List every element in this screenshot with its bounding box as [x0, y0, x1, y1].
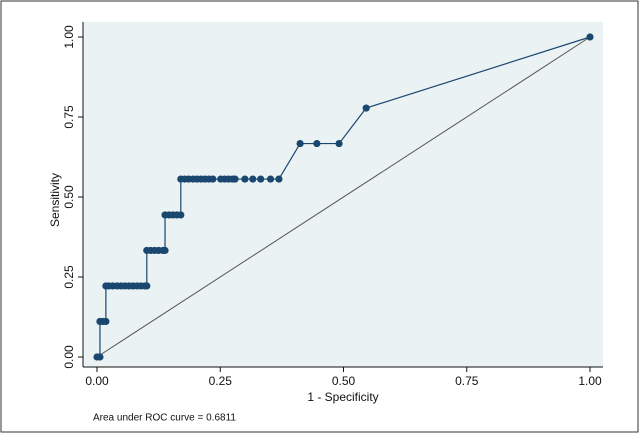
roc-point	[143, 282, 151, 290]
roc-point	[241, 175, 249, 183]
reference-line	[96, 36, 591, 358]
y-tick-label: 0.00	[62, 345, 76, 369]
roc-point	[266, 175, 275, 183]
roc-point	[209, 175, 217, 183]
roc-point	[335, 139, 343, 148]
roc-point	[296, 139, 304, 148]
roc-point	[313, 139, 321, 148]
roc-point	[102, 317, 110, 326]
roc-point	[96, 353, 104, 361]
x-tick-label: 1.00	[578, 374, 602, 388]
roc-point	[362, 104, 370, 112]
roc-point	[161, 246, 169, 255]
x-axis-title: 1 - Specificity	[307, 390, 378, 404]
x-tick-label: 0.25	[209, 374, 233, 388]
note: Area under ROC curve = 0.6811	[93, 413, 236, 424]
y-tick-label: 0.75	[62, 105, 76, 129]
roc-point	[586, 33, 594, 41]
roc-point	[249, 175, 257, 183]
roc-point	[231, 175, 239, 183]
y-tick-label: 0.25	[62, 265, 76, 289]
y-tick-label: 1.00	[62, 25, 76, 49]
x-tick-label: 0.75	[455, 374, 479, 388]
roc-point	[275, 175, 283, 183]
x-tick-label: 0.50	[332, 374, 356, 388]
y-tick-label: 0.50	[62, 185, 76, 209]
x-tick-label: 0.00	[85, 374, 109, 388]
roc-point	[177, 211, 185, 219]
y-axis-title: Sensitivity	[48, 173, 62, 227]
roc-point	[257, 175, 265, 183]
